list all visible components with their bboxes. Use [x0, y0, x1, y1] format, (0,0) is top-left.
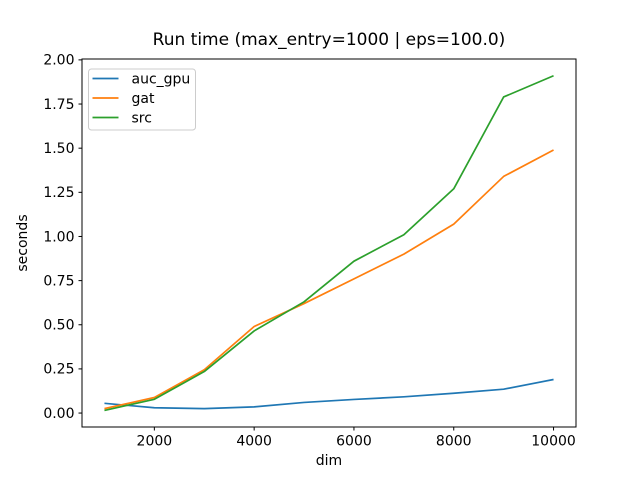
- y-axis-ticks: 0.00 0.25 0.50 0.75 1.00 1.25 1.50 1.75 2.00: [43, 53, 82, 422]
- legend-label-auc_gpu: auc_gpu: [132, 72, 191, 88]
- y-tick-label: 0.00: [43, 406, 74, 422]
- axes-spines: [81, 58, 577, 428]
- x-axis-label: dim: [316, 453, 342, 469]
- x-axis-ticks: 2000 4000 6000 8000 10000: [137, 427, 576, 450]
- y-tick-label: 1.50: [43, 141, 74, 157]
- y-tick-label: 0.75: [43, 273, 74, 289]
- y-tick-label: 2.00: [43, 53, 74, 69]
- x-tick-label: 4000: [236, 434, 272, 450]
- legend-label-gat: gat: [132, 91, 155, 107]
- legend-label-src: src: [132, 111, 152, 127]
- x-tick-label: 8000: [436, 434, 472, 450]
- x-tick-label: 10000: [531, 434, 576, 450]
- y-tick-label: 0.25: [43, 362, 74, 378]
- chart-title: Run time (max_entry=1000 | eps=100.0): [153, 30, 506, 50]
- series-line-src: [104, 74, 554, 412]
- x-tick-label: 2000: [137, 434, 173, 450]
- y-tick-label: 1.25: [43, 185, 74, 201]
- series-line-auc_gpu: [104, 378, 554, 410]
- series-line-gat: [104, 149, 554, 410]
- y-tick-label: 0.50: [43, 318, 74, 334]
- legend-box: [88, 68, 196, 131]
- series-lines: [104, 74, 554, 412]
- y-axis-label: seconds: [15, 214, 31, 271]
- x-tick-label: 6000: [336, 434, 372, 450]
- y-tick-label: 1.00: [43, 229, 74, 245]
- y-tick-label: 1.75: [43, 97, 74, 113]
